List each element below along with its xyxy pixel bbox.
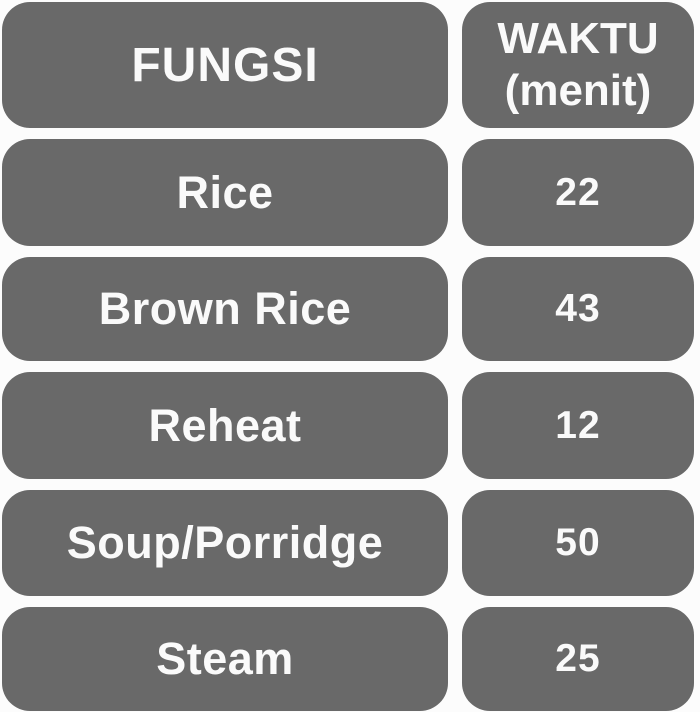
header-cell-waktu: WAKTU (menit): [462, 2, 694, 128]
table-row-time: 25: [462, 607, 694, 711]
table-row-function: Soup/Porridge: [2, 490, 448, 596]
time-value: 12: [555, 403, 601, 447]
function-label: Reheat: [148, 399, 302, 451]
table-row-function: Steam: [2, 607, 448, 711]
function-label: Steam: [156, 633, 294, 684]
table-row-function: Reheat: [2, 372, 448, 479]
function-label: Rice: [176, 166, 274, 218]
function-label: Brown Rice: [98, 283, 352, 334]
table-row-time: 12: [462, 372, 694, 479]
table-row-time: 43: [462, 257, 694, 361]
table-row-function: Brown Rice: [2, 257, 448, 361]
function-label: Soup/Porridge: [66, 517, 384, 568]
time-value: 22: [555, 170, 601, 214]
column-label-waktu-line2: (menit): [504, 66, 652, 115]
time-value: 25: [555, 637, 601, 680]
column-label-waktu-line1: WAKTU: [497, 14, 659, 64]
table-row-time: 50: [462, 490, 694, 596]
table-row-function: Rice: [2, 139, 448, 246]
time-value: 50: [555, 521, 601, 564]
header-cell-fungsi: FUNGSI: [2, 2, 448, 128]
time-value: 43: [555, 287, 601, 330]
table-row-time: 22: [462, 139, 694, 246]
column-label-fungsi: FUNGSI: [131, 38, 319, 92]
